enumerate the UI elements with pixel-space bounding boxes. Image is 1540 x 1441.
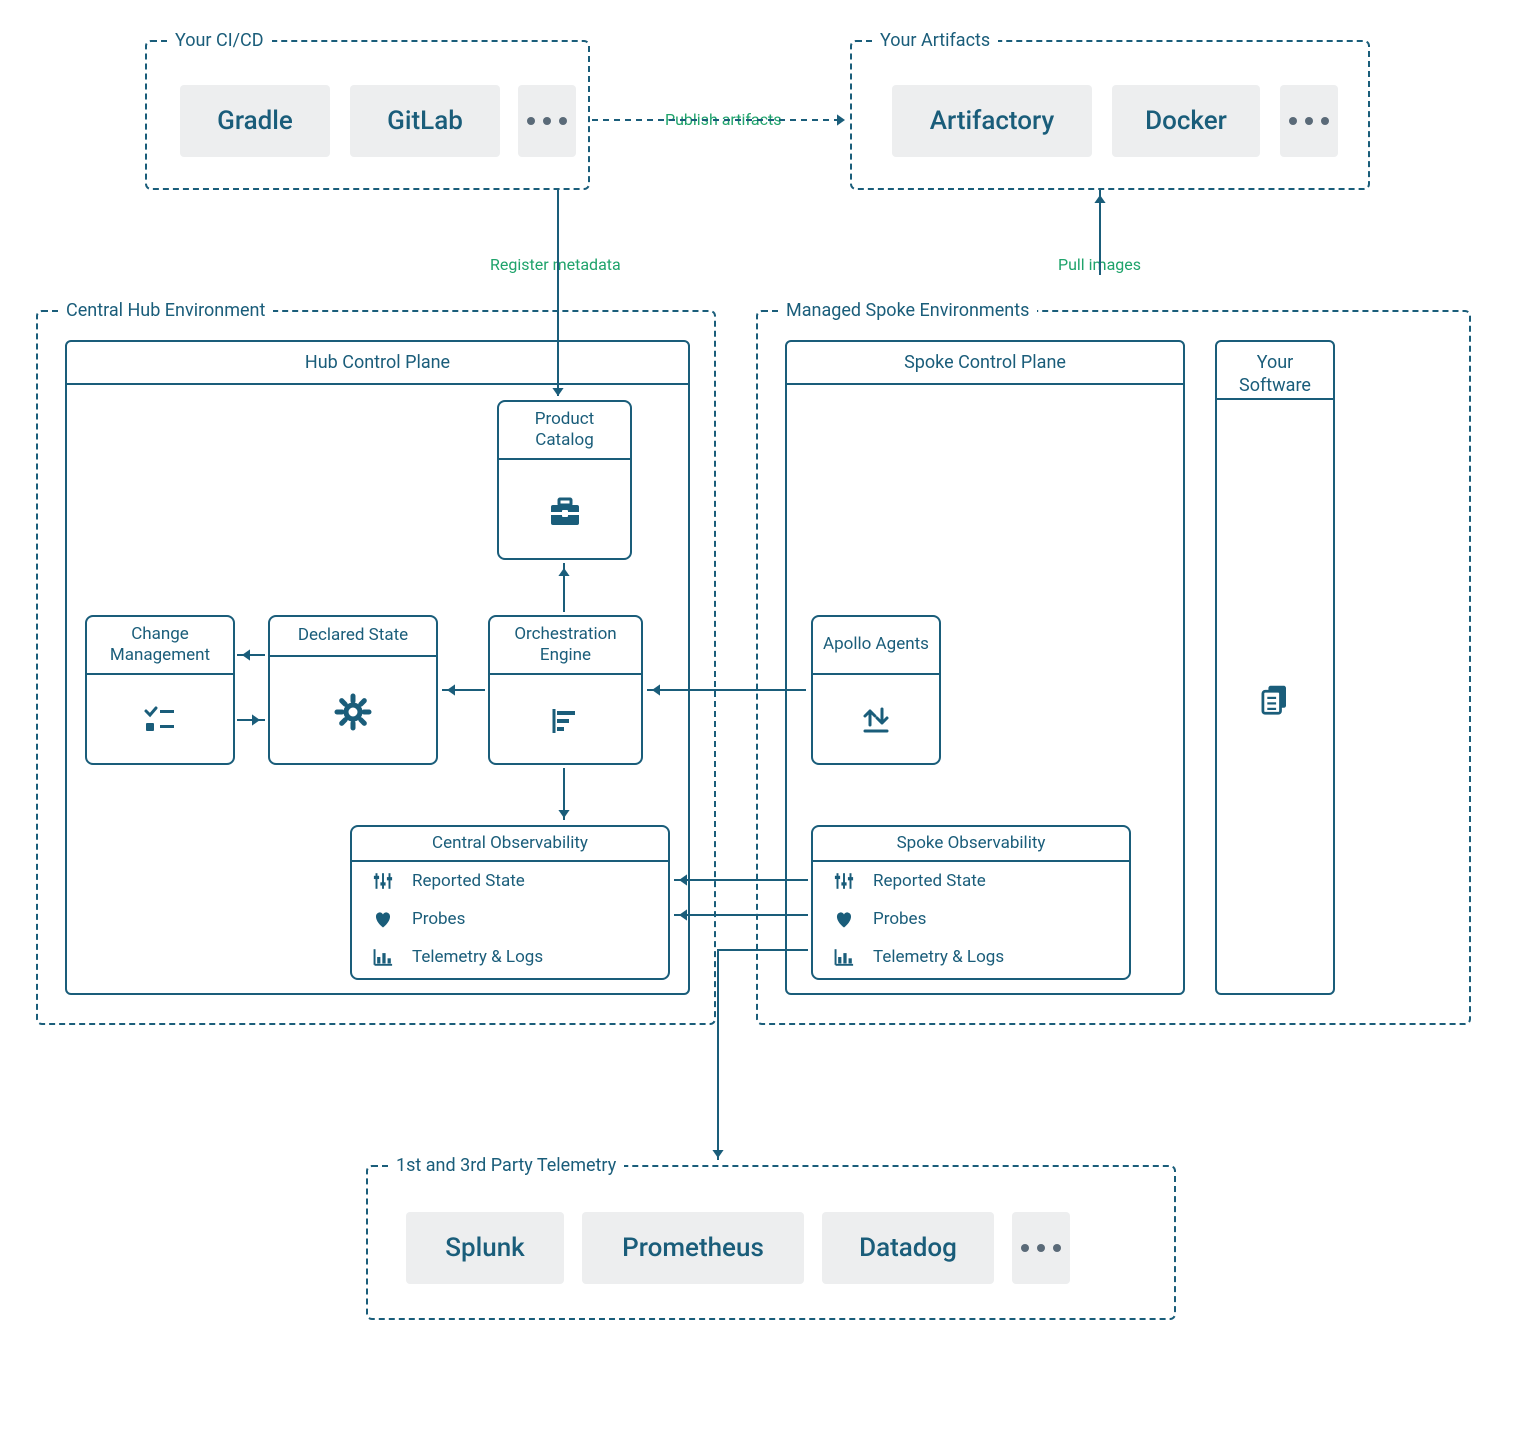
panel-title: Spoke Control Plane xyxy=(787,342,1183,385)
bars-icon xyxy=(831,944,857,970)
node-title: Central Observability xyxy=(352,827,668,862)
heart-icon xyxy=(831,906,857,932)
obs-row-heart: Probes xyxy=(352,900,668,938)
panel-yourSoftware: Your Software xyxy=(1215,340,1335,995)
node-title: Orchestration Engine xyxy=(490,617,641,675)
edge-label-pull: Pull images xyxy=(1058,255,1141,274)
panel-title: Your Software xyxy=(1217,342,1333,400)
chip-splunk: Splunk xyxy=(406,1212,564,1284)
chip-artMore xyxy=(1280,85,1338,157)
panel-title: Hub Control Plane xyxy=(67,342,688,385)
obs-label: Telemetry & Logs xyxy=(873,947,1004,967)
docs-icon xyxy=(1217,400,1333,997)
obs-row-heart: Probes xyxy=(813,900,1129,938)
chip-gitlab: GitLab xyxy=(350,85,500,157)
heart-icon xyxy=(370,906,396,932)
obs-label: Probes xyxy=(873,909,926,929)
node-productCatalog: Product Catalog xyxy=(497,400,632,560)
obs-row-sliders: Reported State xyxy=(352,862,668,900)
chip-gradle: Gradle xyxy=(180,85,330,157)
node-orchestration: Orchestration Engine xyxy=(488,615,643,765)
briefcase-icon xyxy=(499,460,630,562)
node-title: Change Management xyxy=(87,617,233,675)
node-centralObs: Central Observability Reported State Probe… xyxy=(350,825,670,980)
obs-row-bars: Telemetry & Logs xyxy=(813,938,1129,976)
node-title: Declared State xyxy=(270,617,436,657)
gear-icon xyxy=(270,657,436,767)
node-changeMgmt: Change Management xyxy=(85,615,235,765)
obs-row-bars: Telemetry & Logs xyxy=(352,938,668,976)
group-title: Managed Spoke Environments xyxy=(778,300,1037,321)
group-title: Your Artifacts xyxy=(872,30,998,51)
chip-cicdMore xyxy=(518,85,576,157)
checklist-icon xyxy=(87,675,233,767)
chip-telMore xyxy=(1012,1212,1070,1284)
obs-label: Reported State xyxy=(873,871,986,891)
updown-icon xyxy=(813,675,939,767)
node-title: Spoke Observability xyxy=(813,827,1129,862)
node-apolloAgents: Apollo Agents xyxy=(811,615,941,765)
chip-artifactory: Artifactory xyxy=(892,85,1092,157)
more-icon xyxy=(527,117,567,125)
obs-label: Reported State xyxy=(412,871,525,891)
sliders-icon xyxy=(831,868,857,894)
bars-icon xyxy=(370,944,396,970)
obs-label: Probes xyxy=(412,909,465,929)
node-title: Product Catalog xyxy=(499,402,630,460)
node-spokeObs: Spoke Observability Reported State Probes T… xyxy=(811,825,1131,980)
chip-prometheus: Prometheus xyxy=(582,1212,804,1284)
edge-label-publish: Publish artifacts xyxy=(665,110,782,129)
group-title: Your CI/CD xyxy=(167,30,272,51)
group-title: 1st and 3rd Party Telemetry xyxy=(388,1155,624,1176)
gantt-icon xyxy=(490,675,641,767)
chip-docker: Docker xyxy=(1112,85,1260,157)
node-title: Apollo Agents xyxy=(813,617,939,675)
sliders-icon xyxy=(370,868,396,894)
obs-row-sliders: Reported State xyxy=(813,862,1129,900)
more-icon xyxy=(1021,1244,1061,1252)
group-title: Central Hub Environment xyxy=(58,300,273,321)
chip-datadog: Datadog xyxy=(822,1212,994,1284)
diagram-stage: Your CI/CD Your Artifacts Central Hub Envi… xyxy=(0,0,1540,1441)
node-declaredState: Declared State xyxy=(268,615,438,765)
more-icon xyxy=(1289,117,1329,125)
obs-label: Telemetry & Logs xyxy=(412,947,543,967)
edge-label-register: Register metadata xyxy=(490,255,621,274)
